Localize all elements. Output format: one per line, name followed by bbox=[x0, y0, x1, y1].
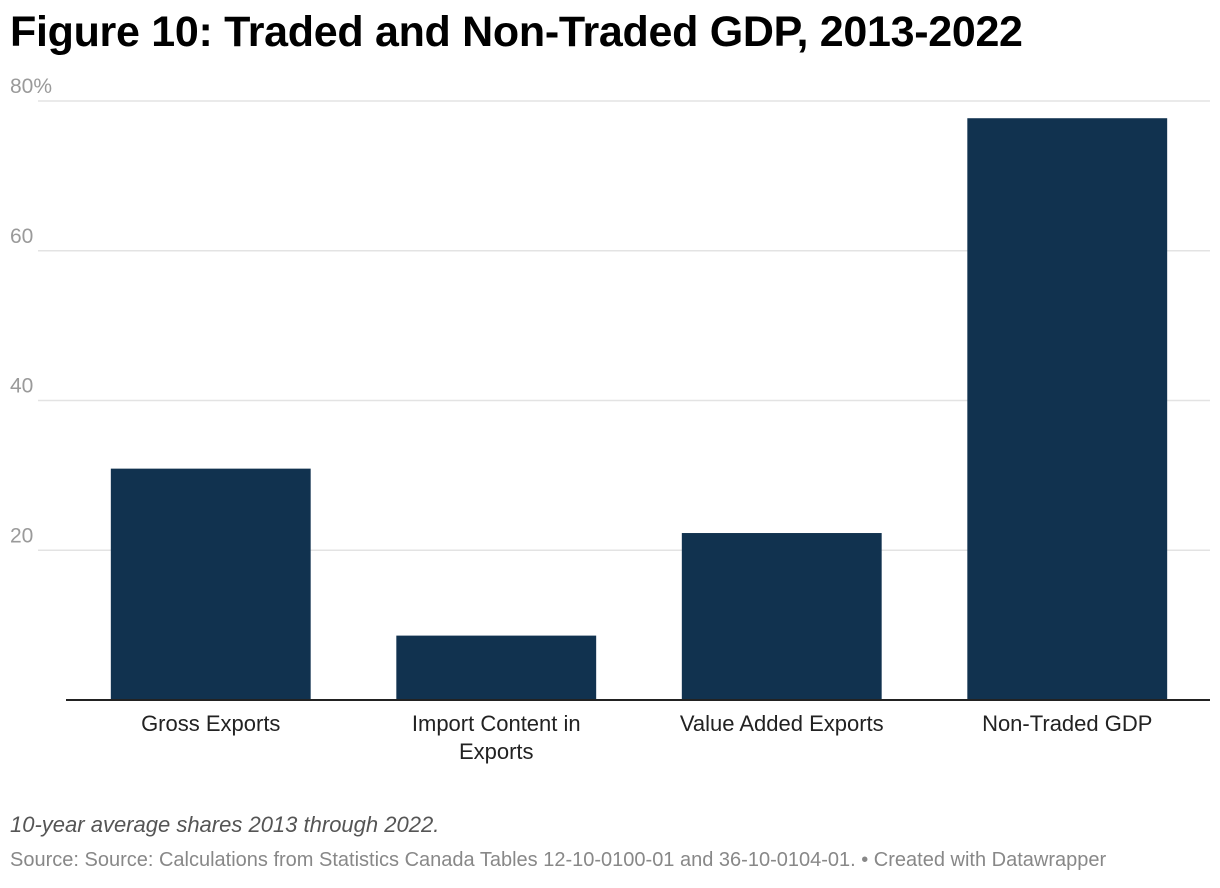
datawrapper-credit[interactable]: • Created with Datawrapper bbox=[861, 849, 1107, 871]
bar-chart: 20 40 60 80% Gross Exports Import Content in… bbox=[10, 75, 1210, 764]
x-category-label: Value Added Exports bbox=[680, 711, 884, 736]
bars bbox=[110, 118, 1168, 700]
y-tick-label: 80% bbox=[10, 75, 52, 98]
y-axis-tick-labels: 20 40 60 80% bbox=[10, 75, 52, 547]
bar[interactable] bbox=[967, 118, 1168, 700]
x-category-label: Non-Traded GDP bbox=[982, 711, 1152, 736]
chart-title: Figure 10: Traded and Non-Traded GDP, 20… bbox=[10, 8, 1023, 56]
y-tick-label: 40 bbox=[10, 375, 33, 398]
chart-notes: 10-year average shares 2013 through 2022… bbox=[10, 812, 440, 837]
x-category-label: Gross Exports bbox=[141, 711, 280, 736]
y-tick-label: 60 bbox=[10, 225, 33, 248]
x-axis-category-labels: Gross Exports Import Content in Exports Val… bbox=[141, 711, 1152, 764]
x-category-label: Import Content in Exports bbox=[412, 711, 581, 764]
chart-footer: Source: Source: Calculations from Statis… bbox=[10, 849, 1106, 872]
bar[interactable] bbox=[681, 533, 882, 700]
y-tick-label: 20 bbox=[10, 524, 33, 547]
source-text: Source: Source: Calculations from Statis… bbox=[10, 849, 856, 871]
bar[interactable] bbox=[396, 635, 597, 700]
bar[interactable] bbox=[110, 468, 311, 700]
